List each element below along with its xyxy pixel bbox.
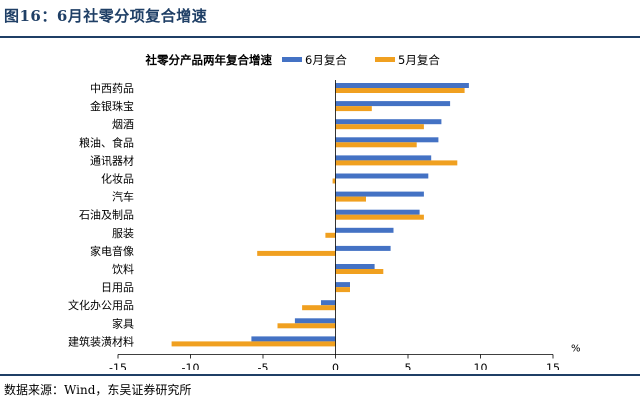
chart-title: 社零分产品两年复合增速	[145, 53, 273, 67]
bars	[171, 83, 469, 347]
x-tick-label: 15	[546, 362, 560, 371]
bar-chart: 社零分产品两年复合增速 6月复合 5月复合 中西药品金银珠宝烟酒粮油、食品通讯器材化…	[68, 53, 581, 370]
x-tick-label: 5	[405, 362, 412, 371]
category-label: 家电音像	[90, 244, 134, 258]
bar-1-8	[335, 209, 420, 215]
bar-2-5	[335, 160, 458, 166]
category-label: 汽车	[112, 190, 134, 204]
category-label: 石油及制品	[79, 208, 134, 222]
legend-label-1: 6月复合	[305, 53, 347, 67]
legend-swatch-1	[282, 57, 302, 62]
category-label: 通讯器材	[90, 153, 134, 167]
category-label: 粮油、食品	[79, 135, 134, 149]
bar-1-15	[251, 336, 336, 342]
bar-2-4	[335, 142, 417, 148]
bar-1-4	[335, 137, 439, 143]
figure-title: 图16：6月社零分项复合增速	[4, 7, 208, 25]
bar-2-15	[171, 341, 336, 347]
x-tick-label: 0	[332, 362, 339, 371]
bar-1-5	[335, 155, 432, 161]
bar-2-9	[325, 232, 336, 238]
chart-legend: 社零分产品两年复合增速 6月复合 5月复合	[145, 53, 441, 67]
bar-1-7	[335, 191, 424, 197]
x-tick-label: -5	[258, 362, 269, 371]
bar-2-11	[335, 269, 384, 274]
bar-1-2	[335, 101, 451, 107]
bar-1-9	[335, 227, 394, 233]
bar-1-3	[335, 119, 442, 125]
bar-2-3	[335, 124, 424, 130]
category-labels: 中西药品金银珠宝烟酒粮油、食品通讯器材化妆品汽车石油及制品服装家电音像饮料日用品…	[68, 82, 134, 348]
category-label: 日用品	[101, 281, 134, 294]
legend-swatch-2	[375, 57, 395, 62]
category-label: 化妆品	[101, 172, 134, 186]
category-label: 饮料	[112, 262, 134, 276]
category-label: 金银珠宝	[90, 99, 134, 113]
bar-1-1	[335, 83, 469, 88]
bar-2-10	[257, 250, 336, 256]
bar-1-11	[335, 264, 375, 269]
bar-1-13	[321, 300, 336, 306]
bar-2-1	[335, 88, 465, 93]
title-divider	[0, 36, 640, 38]
x-unit-label: %	[571, 344, 581, 355]
x-axis: -15 -10 -5 0 5 10 15%	[109, 80, 581, 370]
category-label: 烟酒	[112, 117, 134, 131]
category-label: 家具	[112, 316, 134, 330]
bar-1-12	[335, 282, 350, 288]
legend-label-2: 5月复合	[398, 53, 440, 67]
bar-2-8	[335, 214, 424, 220]
category-label: 文化办公用品	[68, 298, 134, 312]
bar-1-14	[294, 318, 336, 324]
bar-2-13	[302, 305, 336, 311]
bar-2-12	[335, 287, 350, 293]
x-tick-label: 10	[474, 362, 488, 371]
x-tick-label: -10	[182, 362, 200, 371]
bar-2-2	[335, 106, 372, 112]
bar-2-7	[335, 196, 366, 202]
bar-1-6	[335, 173, 429, 179]
bar-1-10	[335, 245, 391, 251]
bar-2-6	[332, 178, 336, 184]
category-label: 建筑装潢材料	[68, 334, 134, 348]
source-note: 数据来源：Wind，东吴证券研究所	[4, 383, 192, 397]
bar-2-14	[277, 323, 336, 329]
x-tick-label: -15	[109, 362, 127, 371]
category-label: 服装	[112, 227, 134, 240]
footer-divider	[0, 374, 640, 376]
category-label: 中西药品	[90, 82, 134, 95]
